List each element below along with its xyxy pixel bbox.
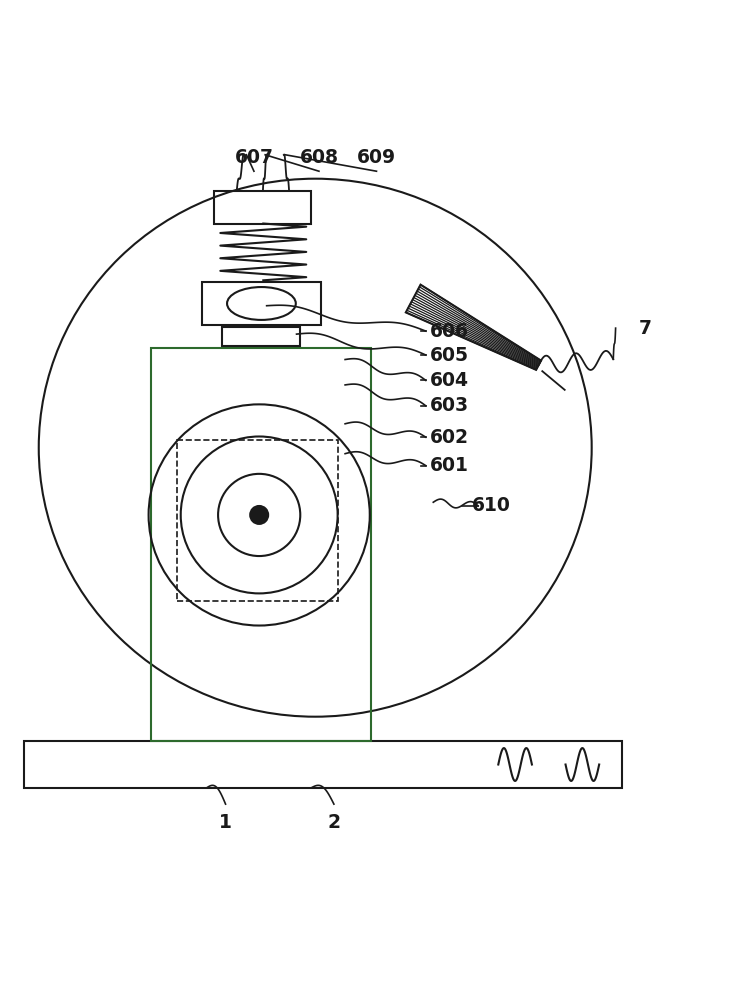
Text: 609: 609 [357,148,396,167]
Text: 607: 607 [235,148,274,167]
Text: 606: 606 [430,322,470,341]
Text: 603: 603 [430,396,470,415]
Text: 601: 601 [430,456,470,475]
Text: 608: 608 [299,148,338,167]
Text: 604: 604 [430,371,470,390]
Bar [151,348,371,741]
Text: 2: 2 [328,813,340,832]
Circle shape [251,506,268,524]
Text: 1: 1 [219,813,232,832]
Bar [177,440,338,601]
Bar [202,282,321,325]
Bar [222,327,300,346]
Text: 602: 602 [430,428,470,447]
Text: 610: 610 [472,496,510,515]
Bar [214,191,311,224]
Bar [24,741,622,788]
Text: 7: 7 [639,319,652,338]
Text: 605: 605 [430,346,470,365]
